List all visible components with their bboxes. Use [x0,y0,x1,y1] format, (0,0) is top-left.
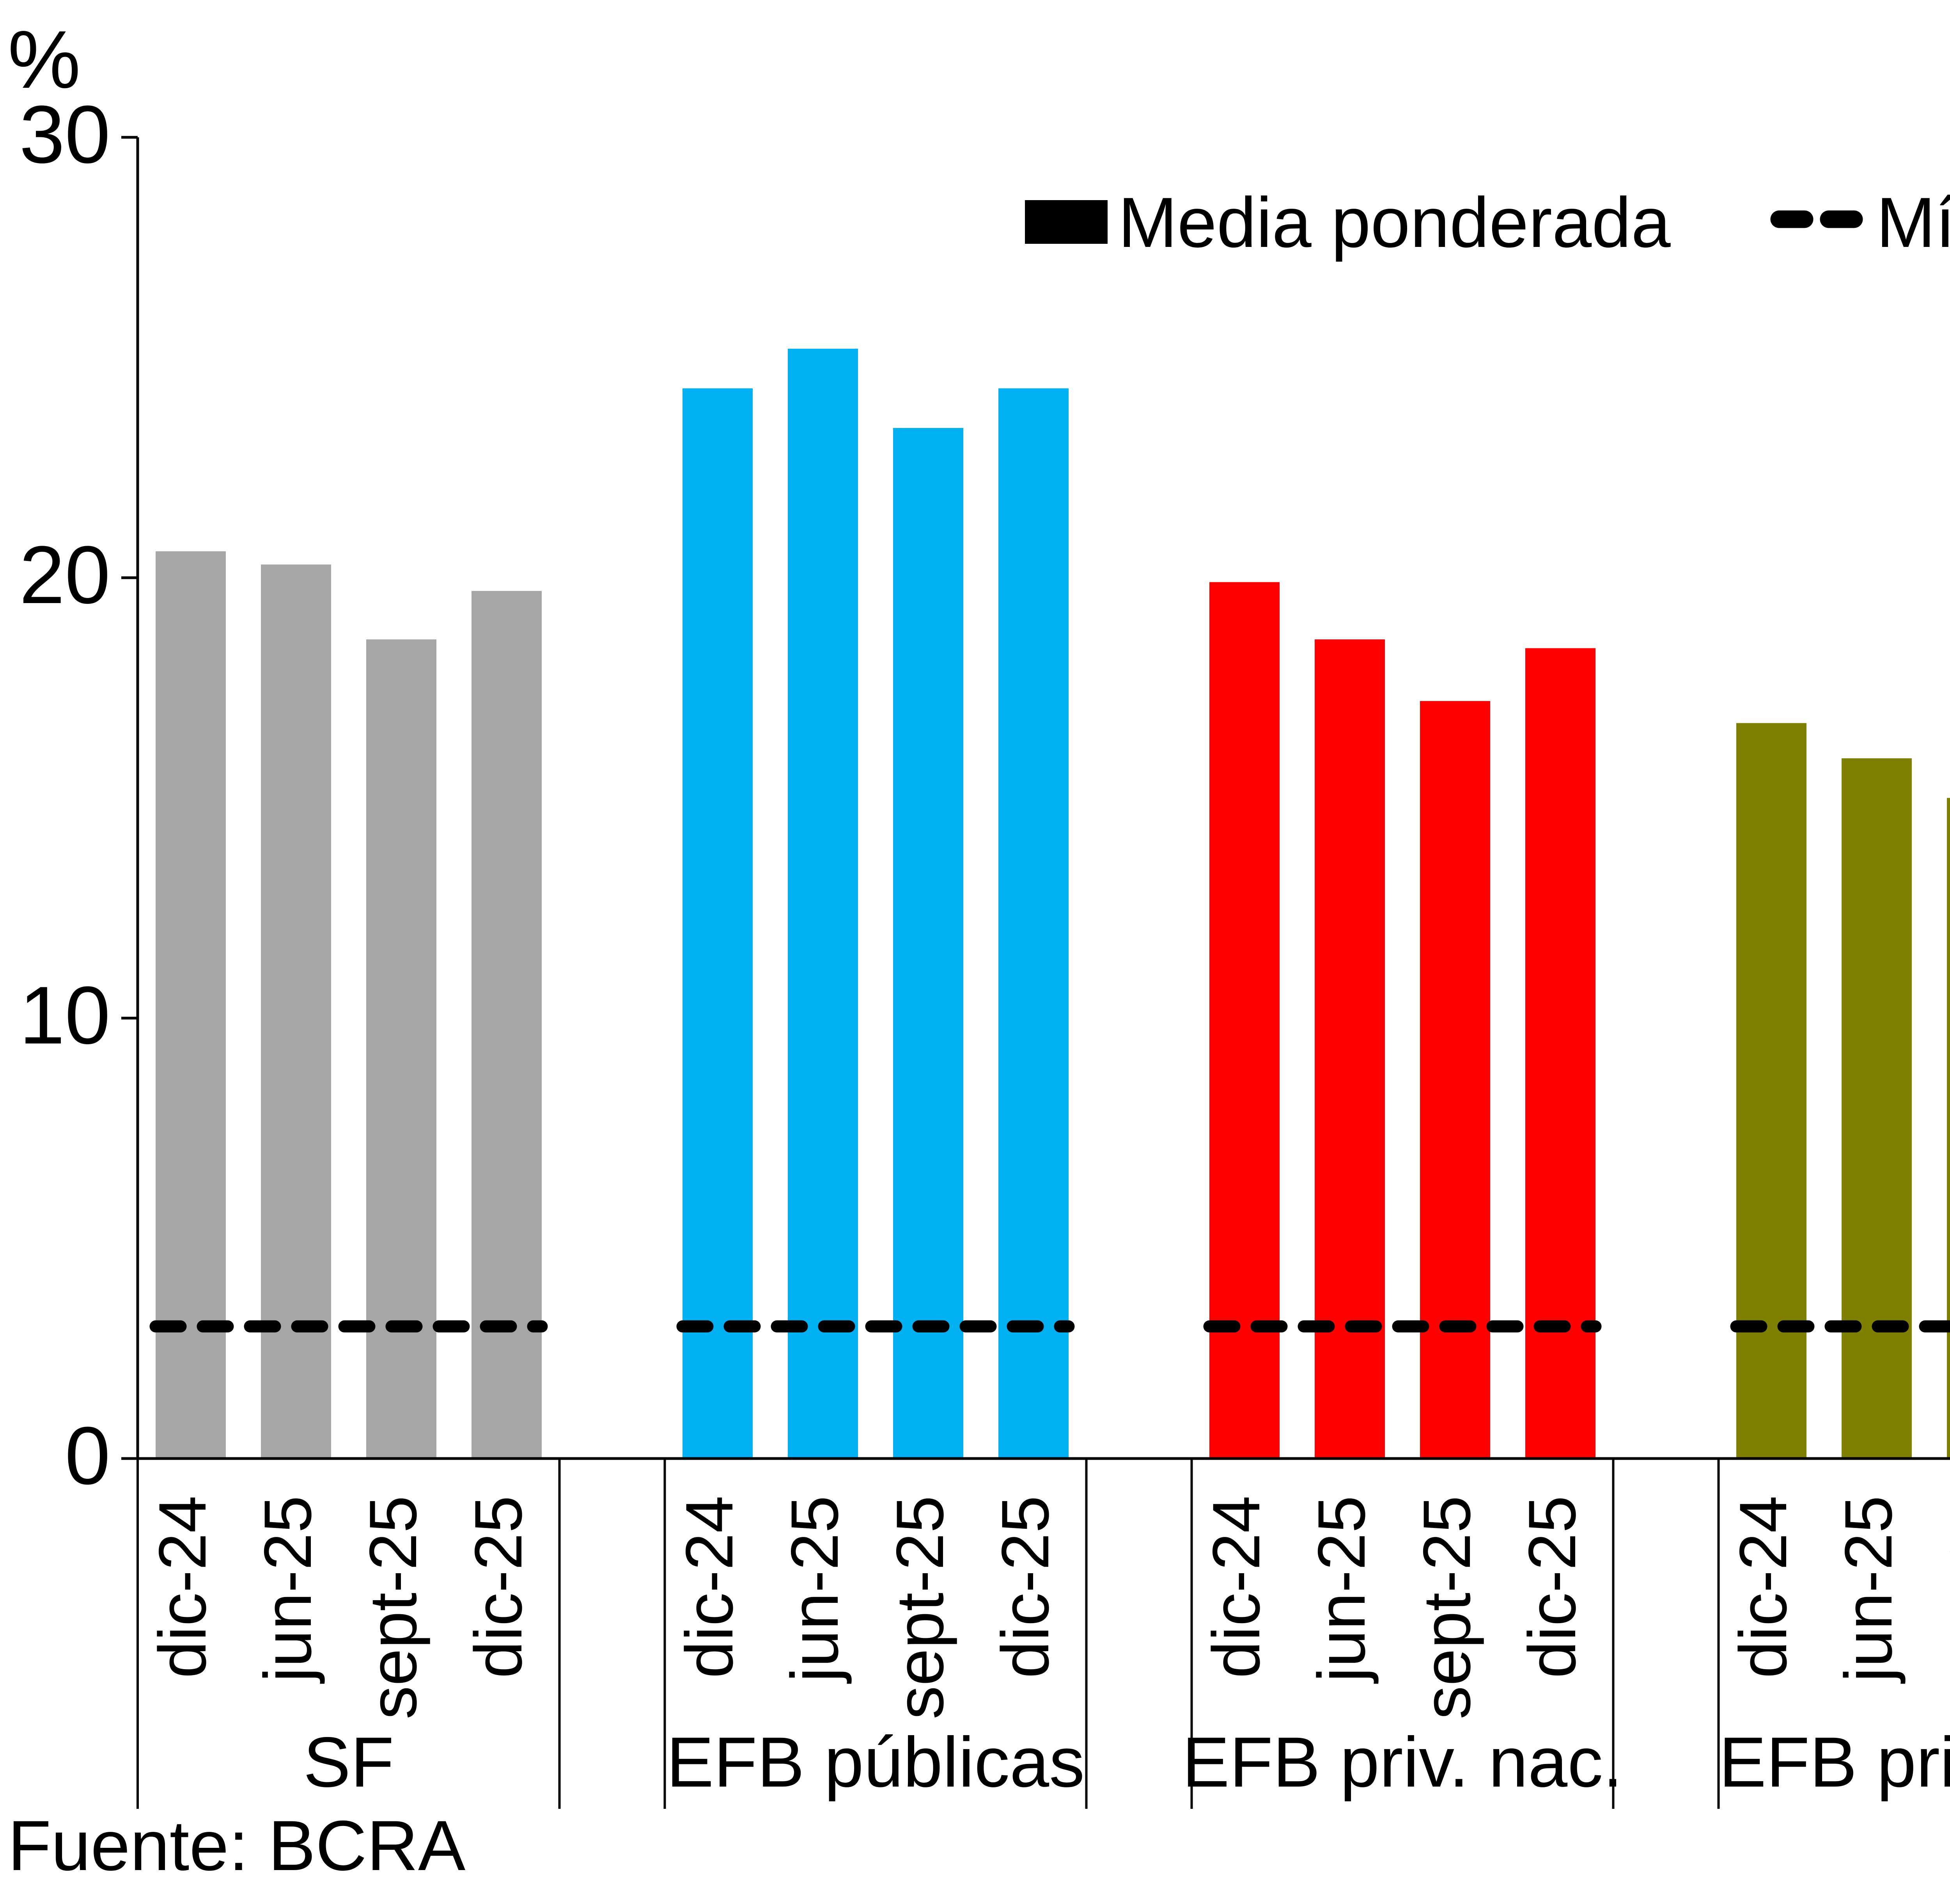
svg-text:jun-25: jun-25 [250,1496,325,1684]
svg-text:jun-25: jun-25 [1304,1496,1379,1684]
svg-text:20: 20 [19,529,110,621]
svg-text:dic-24: dic-24 [1199,1496,1274,1678]
svg-text:sept-25: sept-25 [1936,1496,1950,1719]
svg-text:Media ponderada: Media ponderada [1118,183,1671,262]
svg-text:EFB públicas: EFB públicas [667,1722,1085,1802]
svg-text:dic-24: dic-24 [672,1496,747,1678]
svg-text:dic-24: dic-24 [145,1496,220,1678]
svg-text:dic-24: dic-24 [1726,1496,1801,1678]
svg-text:Mínimo exigido: Mínimo exigido [1876,183,1950,262]
svg-text:sept-25: sept-25 [883,1496,957,1719]
svg-text:SF: SF [303,1722,394,1802]
svg-text:sept-25: sept-25 [356,1496,431,1719]
svg-text:dic-25: dic-25 [1515,1496,1590,1678]
svg-text:30: 30 [19,89,110,180]
svg-text:0: 0 [65,1410,110,1501]
svg-text:10: 10 [19,969,110,1061]
svg-text:jun-25: jun-25 [777,1496,852,1684]
svg-text:Fuente: BCRA: Fuente: BCRA [8,1806,466,1885]
svg-text:EFB priv. nac.: EFB priv. nac. [1182,1722,1622,1802]
svg-text:dic-25: dic-25 [461,1496,536,1678]
svg-text:jun-25: jun-25 [1831,1496,1906,1684]
svg-text:dic-25: dic-25 [988,1496,1063,1678]
svg-text:sept-25: sept-25 [1409,1496,1484,1719]
svg-text:EFB priv. ext.: EFB priv. ext. [1719,1722,1950,1802]
